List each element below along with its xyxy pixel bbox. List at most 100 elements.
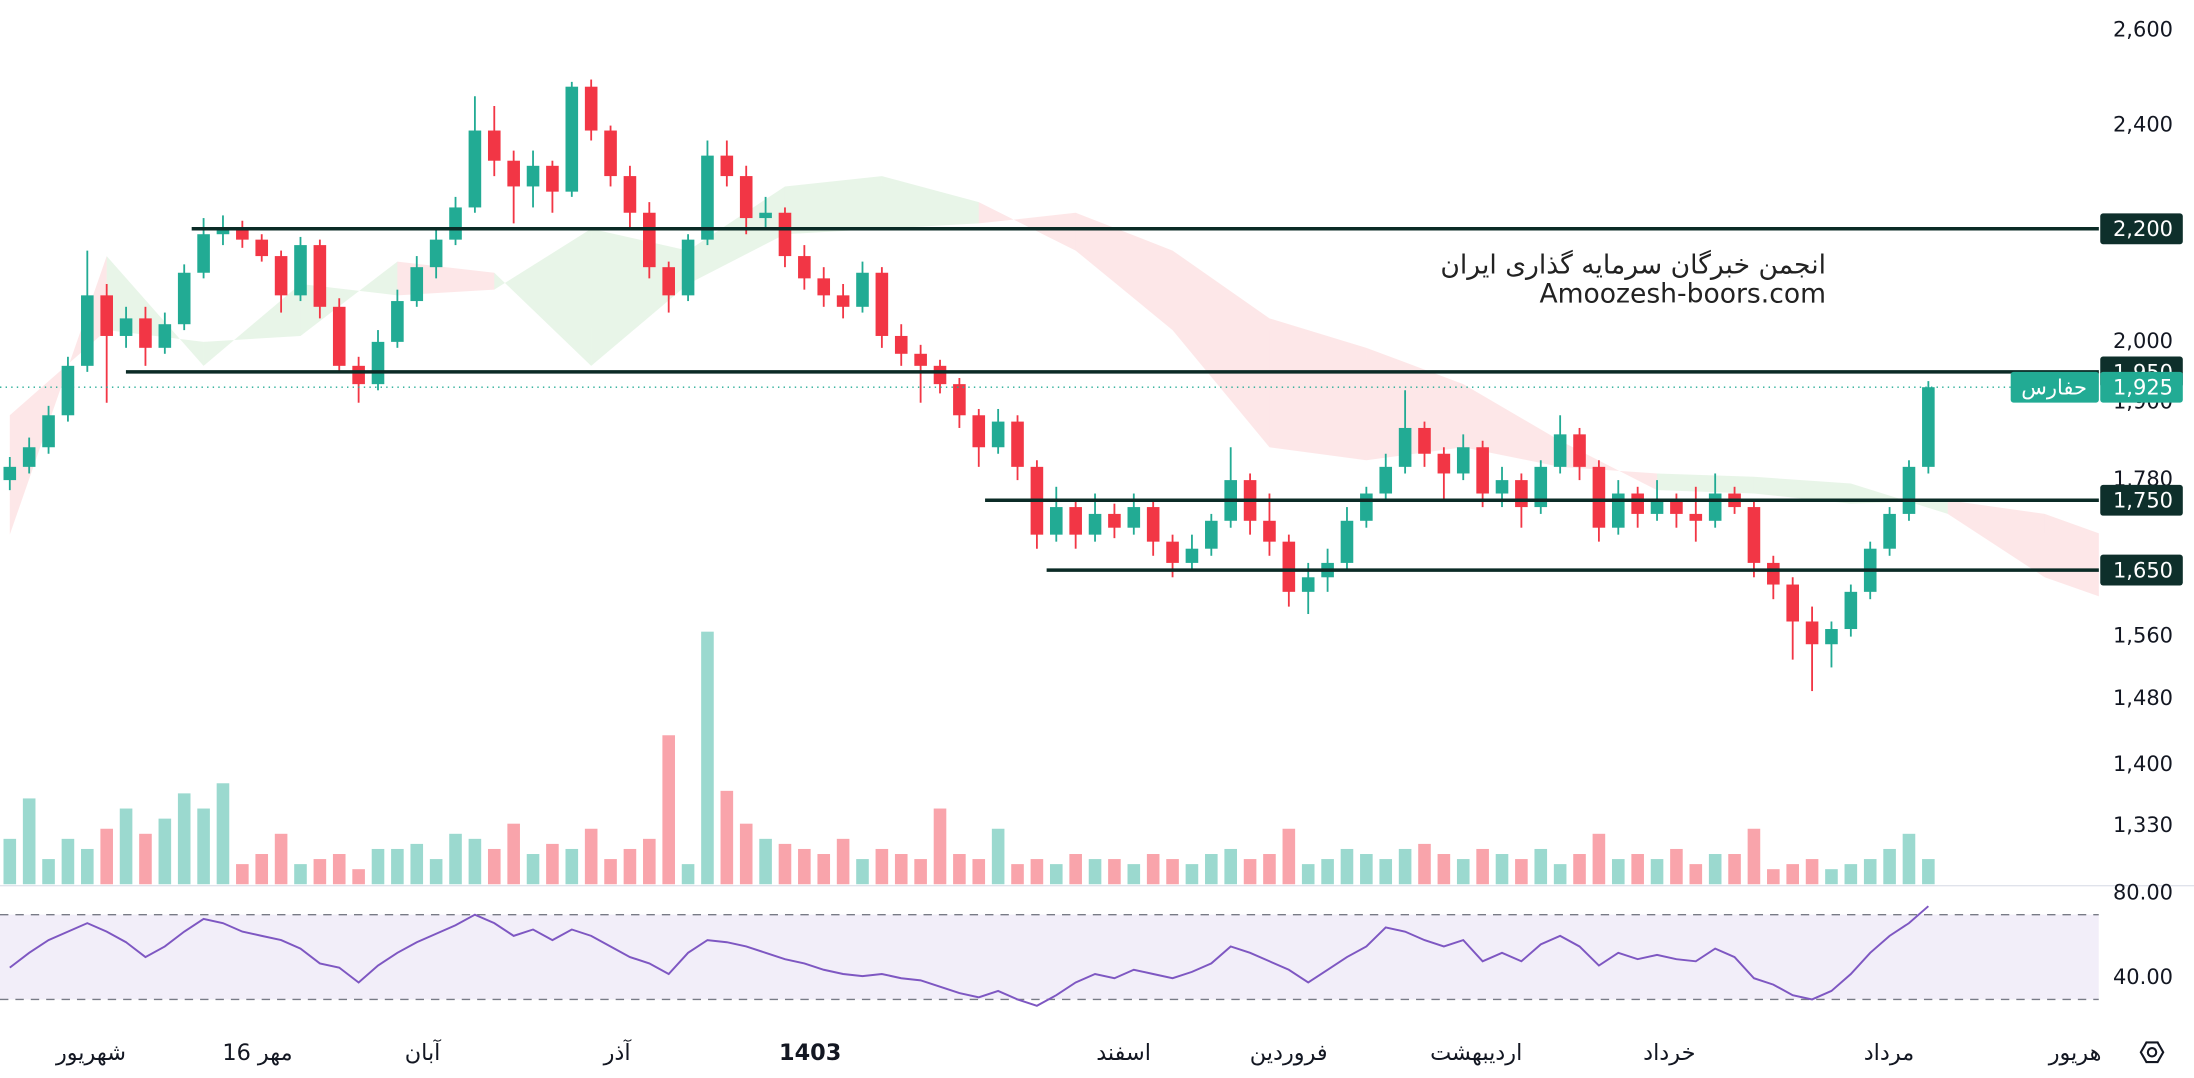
candle-body — [313, 245, 327, 307]
ichimoku-cloud — [106, 256, 204, 366]
volume-bar — [1011, 864, 1024, 885]
volume-bar — [662, 735, 675, 885]
volume-bar — [1205, 854, 1218, 885]
volume-bar — [255, 854, 269, 885]
y-tick-label: 1,400 — [2113, 752, 2173, 776]
level-label: 2,200 — [2113, 217, 2173, 241]
volume-bar — [1224, 848, 1237, 885]
x-tick-label: آذر — [603, 1038, 633, 1066]
volume-bar — [1379, 859, 1393, 885]
volume-bar — [953, 854, 966, 885]
candle-body — [1805, 621, 1819, 645]
volume-bar — [1767, 869, 1780, 885]
candle-body — [565, 86, 579, 192]
candle-body — [1631, 493, 1644, 514]
volume-bar — [856, 859, 869, 885]
candle-body — [1379, 466, 1393, 494]
candle-body — [1340, 520, 1354, 563]
candle-body — [449, 207, 462, 240]
settings-icon[interactable] — [2139, 1041, 2165, 1064]
candle-body — [933, 365, 947, 385]
candle-body — [1360, 493, 1373, 521]
x-tick-label: خرداد — [1643, 1040, 1695, 1066]
volume-bar — [42, 859, 55, 885]
volume-bar — [1495, 854, 1509, 885]
candle-body — [1011, 421, 1024, 467]
volume-bar — [1553, 864, 1567, 885]
volume-bar — [1456, 859, 1470, 885]
symbol-tag: حفارس — [2021, 376, 2087, 400]
candle-body — [546, 165, 559, 192]
volume-bar — [1515, 859, 1528, 885]
volume-bar — [1573, 854, 1586, 885]
candle-body — [701, 155, 714, 240]
volume-bar — [1360, 854, 1373, 885]
candle-body — [22, 447, 36, 467]
candle-body — [1108, 513, 1121, 528]
candle-body — [119, 318, 133, 336]
volume-bar — [1030, 859, 1044, 885]
volume-bar — [449, 833, 462, 885]
volume-bar — [1166, 859, 1179, 885]
ichimoku-cloud — [784, 176, 882, 235]
volume-bar — [274, 833, 288, 885]
volume-bar — [991, 828, 1005, 885]
volume-bar — [100, 828, 113, 885]
volume-bar — [352, 869, 365, 885]
candle-body — [1418, 427, 1431, 454]
candle-body — [914, 353, 927, 366]
x-tick-label: شهریور — [55, 1040, 126, 1066]
symbol-tag-box — [2010, 371, 2099, 403]
volume-bar — [1146, 854, 1160, 885]
volume-bar — [681, 864, 695, 885]
candle-body — [1708, 493, 1722, 521]
ichimoku-cloud — [1657, 473, 1754, 494]
candle-body — [197, 234, 210, 273]
volume-bar — [1088, 859, 1102, 885]
volume-bar — [817, 854, 831, 885]
candle-body — [643, 212, 656, 268]
volume-bar — [604, 859, 617, 885]
ichimoku-cloud — [1753, 476, 1851, 504]
x-tick-label: 16 مهر — [222, 1040, 292, 1066]
volume-bar — [468, 838, 482, 885]
candle-body — [1282, 541, 1296, 592]
candle-body — [759, 212, 772, 219]
ichimoku-cloud — [688, 186, 785, 284]
candle-body — [1611, 493, 1625, 528]
volume-bar — [410, 843, 424, 885]
volume-bar — [1922, 859, 1935, 885]
y-tick-label: 2,400 — [2113, 113, 2173, 137]
volume-bar — [836, 838, 850, 885]
volume-bar — [643, 838, 656, 885]
x-tick-label: آبان — [405, 1038, 442, 1066]
volume-bar — [1825, 869, 1838, 885]
x-tick-label: فروردین — [1250, 1040, 1328, 1066]
y-tick-label: 1,330 — [2113, 813, 2173, 837]
candle-body — [1825, 629, 1838, 645]
ichimoku-cloud — [494, 228, 592, 366]
candle-body — [1205, 520, 1218, 549]
candle-body — [1456, 447, 1470, 474]
volume-bar — [1049, 864, 1063, 885]
volume-bar — [623, 848, 637, 885]
volume-bar — [81, 848, 94, 885]
candle-body — [1069, 507, 1082, 535]
candle-body — [1883, 513, 1896, 549]
volume-bar — [739, 823, 753, 885]
level-label-box — [2100, 213, 2183, 245]
volume-bar — [972, 859, 986, 885]
volume-bar — [294, 864, 307, 885]
volume-bar — [197, 808, 210, 885]
volume-bar — [1863, 859, 1877, 885]
watermark: انجمن خبرگان سرمایه گذاری ایران — [1440, 249, 1826, 280]
volume-bar — [1069, 854, 1082, 885]
volume-bar — [1670, 848, 1683, 885]
ichimoku-cloud — [591, 228, 689, 366]
volume-bar — [1301, 864, 1315, 885]
volume-bar — [332, 854, 346, 885]
candle-body — [3, 466, 17, 481]
level-label-box — [2100, 554, 2183, 586]
volume-bar — [1728, 854, 1741, 885]
ichimoku-cloud — [978, 202, 1076, 251]
